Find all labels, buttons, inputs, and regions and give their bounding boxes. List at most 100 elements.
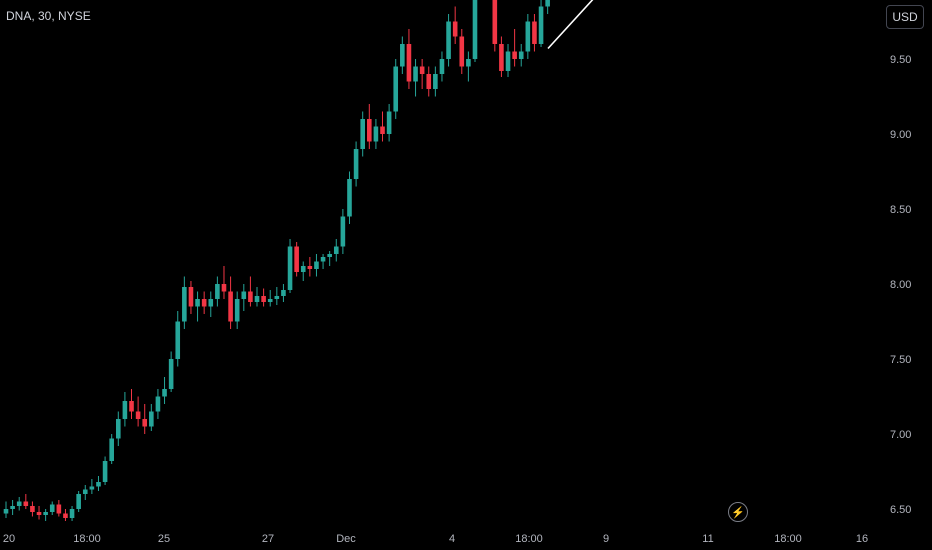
candle-body	[367, 119, 372, 142]
triangle-lower-line	[547, 0, 594, 50]
candle-body	[406, 44, 412, 82]
x-tick-label: 16	[856, 533, 868, 545]
candle-body	[122, 401, 128, 419]
x-tick-label: 4	[449, 533, 455, 545]
candle-body	[102, 461, 108, 482]
candle-body	[23, 501, 29, 506]
candle-body	[373, 126, 379, 142]
candle-body	[3, 509, 9, 514]
candle-body	[215, 284, 220, 299]
candle-body	[538, 6, 544, 44]
candle-body	[16, 501, 22, 506]
x-tick-label: 9	[603, 533, 609, 545]
candle-body	[360, 119, 365, 149]
candle-body	[76, 494, 81, 509]
candle-body	[221, 284, 227, 292]
candle-body	[287, 246, 293, 290]
candle-body	[168, 359, 174, 389]
y-tick-label: 7.50	[890, 354, 911, 366]
candle-body	[30, 506, 35, 512]
candle-body	[234, 299, 240, 322]
candle-body	[109, 438, 114, 461]
candle-body	[115, 419, 121, 439]
candle-body	[82, 489, 88, 494]
candle-body	[419, 66, 425, 74]
x-tick-label: 18:00	[515, 533, 543, 545]
candle-body	[314, 261, 319, 269]
x-tick-label: 18:00	[774, 533, 802, 545]
candle-body	[413, 66, 418, 82]
candle-body	[228, 291, 233, 322]
candle-body	[512, 51, 517, 59]
candle-body	[162, 389, 167, 397]
candle-body	[333, 246, 339, 254]
candle-body	[63, 513, 68, 518]
x-tick-label: 20	[3, 533, 15, 545]
candle-body	[525, 21, 531, 52]
candle-body	[400, 44, 405, 67]
candle-body	[518, 51, 524, 59]
y-tick-label: 6.50	[890, 504, 911, 516]
candle-body	[135, 411, 141, 419]
candle-body	[426, 74, 432, 89]
candle-body	[208, 299, 214, 307]
y-tick-label: 9.00	[890, 129, 911, 141]
candle-body	[380, 126, 385, 134]
candle-body	[241, 291, 247, 299]
candle-body	[188, 287, 194, 307]
y-tick-label: 9.50	[890, 54, 911, 66]
candle-body	[129, 401, 134, 412]
candle-body	[300, 266, 306, 272]
candle-body	[43, 512, 48, 515]
candle-body	[49, 504, 55, 512]
currency-button[interactable]: USD	[886, 5, 924, 29]
candle-body	[347, 179, 352, 217]
candle-body	[142, 419, 148, 427]
candle-body	[155, 396, 161, 412]
candle-body	[267, 299, 273, 302]
candle-body	[386, 111, 392, 134]
candle-body	[89, 486, 95, 490]
candle-body	[459, 36, 465, 67]
candle-body	[472, 0, 478, 59]
candle-body	[175, 321, 181, 359]
candle-body	[69, 509, 75, 518]
candle-body	[248, 291, 253, 302]
y-tick-label: 7.00	[890, 429, 911, 441]
candle-body	[254, 296, 260, 302]
y-tick-label: 8.50	[890, 204, 911, 216]
candle-body	[327, 254, 332, 257]
candle-body	[36, 512, 42, 515]
x-tick-label: 18:00	[73, 533, 101, 545]
symbol-title: DNA, 30, NYSE	[6, 9, 91, 23]
candle-body	[195, 299, 200, 307]
candle-body	[393, 66, 399, 112]
candle-body	[452, 21, 458, 37]
candle-body	[307, 266, 313, 269]
candle-body	[56, 504, 62, 514]
candle-body	[96, 482, 101, 487]
candle-body	[466, 59, 471, 67]
candle-body	[274, 296, 280, 299]
candle-body	[182, 287, 187, 322]
candle-body	[545, 0, 550, 7]
y-tick-label: 8.00	[890, 279, 911, 291]
x-tick-label: 25	[158, 533, 170, 545]
candle-body	[261, 296, 266, 302]
x-tick-label: Dec	[336, 533, 356, 545]
x-tick-label: 11	[702, 533, 713, 545]
candle-body	[439, 59, 445, 74]
candle-body	[499, 44, 504, 71]
candle-body	[340, 216, 346, 247]
candle-body	[201, 299, 207, 307]
candle-body	[281, 290, 286, 296]
flash-icon[interactable]: ⚡	[728, 502, 748, 522]
candle-body	[492, 0, 498, 44]
candle-body	[433, 74, 438, 89]
candle-body	[446, 21, 451, 59]
x-tick-label: 27	[262, 533, 274, 545]
candle-body	[320, 257, 326, 262]
candle-body	[294, 246, 299, 272]
candle-body	[505, 51, 511, 71]
